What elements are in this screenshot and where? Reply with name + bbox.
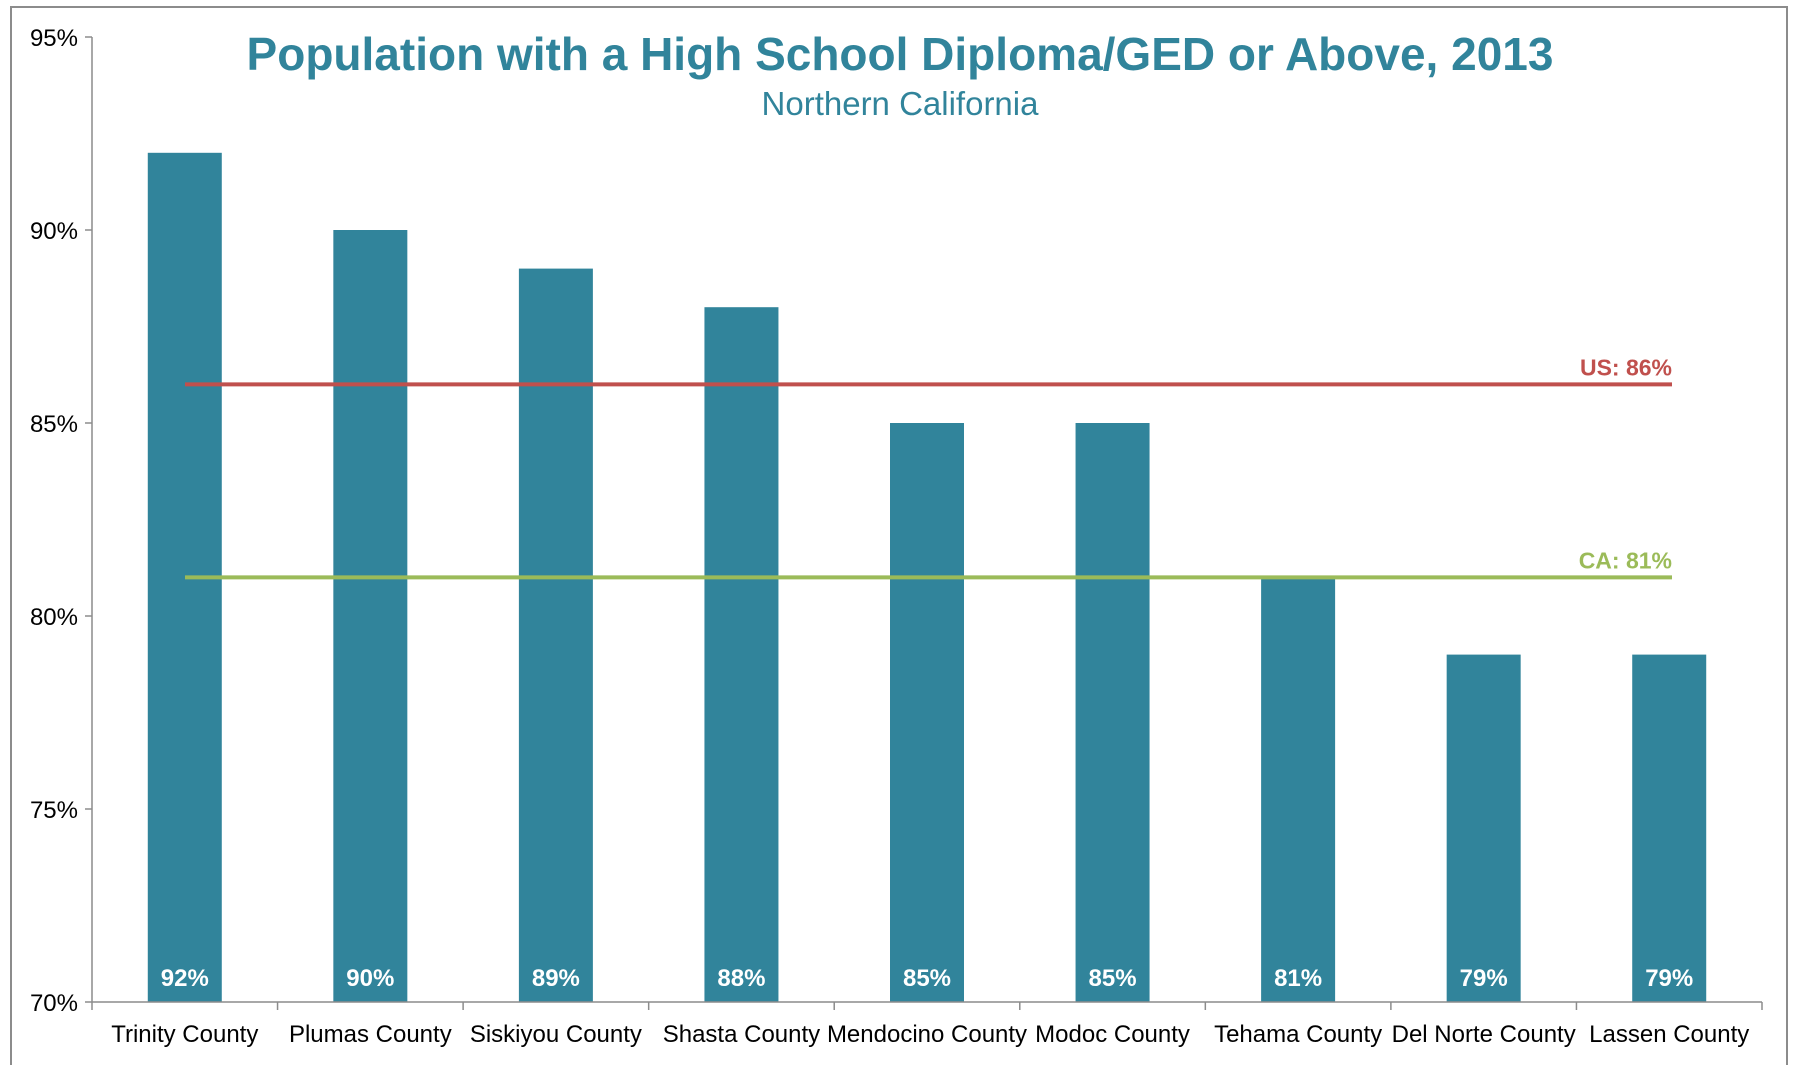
x-tick-label-3: Shasta County <box>663 1021 820 1048</box>
x-tick-label-5: Modoc County <box>1035 1021 1190 1048</box>
chart-subtitle: Northern California <box>762 85 1040 122</box>
y-tick-label-2: 80% <box>30 604 78 631</box>
axes-group: Trinity County Plumas County Siskiyou Coun… <box>30 25 1763 1048</box>
bar-4 <box>890 423 964 1002</box>
chart-frame <box>10 6 1788 1065</box>
bar-5 <box>1075 423 1150 1002</box>
reference-label-0: US: 86% <box>1580 354 1672 380</box>
y-tick-label-3: 85% <box>30 411 78 438</box>
y-tick-label-0: 70% <box>30 990 78 1017</box>
reference-lines-group: US: 86% CA: 81% <box>185 354 1672 580</box>
bars-group: 92% 90% 89% 88% 85% 85% 81% 79% 79% <box>147 152 1707 1003</box>
bar-7 <box>1446 654 1521 1002</box>
bar-3 <box>704 307 779 1002</box>
x-tick-label-6: Tehama County <box>1214 1021 1382 1048</box>
bar-2 <box>518 268 593 1003</box>
x-tick-label-1: Plumas County <box>289 1021 452 1048</box>
x-tick-label-7: Del Norte County <box>1392 1021 1576 1048</box>
bar-1 <box>333 230 408 1002</box>
data-label-3: 88% <box>717 965 765 992</box>
data-label-0: 92% <box>161 965 209 992</box>
reference-label-1: CA: 81% <box>1579 547 1672 573</box>
data-label-5: 85% <box>1089 965 1137 992</box>
x-tick-label-8: Lassen County <box>1589 1021 1749 1048</box>
data-label-2: 89% <box>532 965 580 992</box>
y-tick-label-5: 95% <box>30 25 78 52</box>
bar-6 <box>1261 577 1336 1002</box>
chart-title: Population with a High School Diploma/GE… <box>247 28 1554 80</box>
data-label-1: 90% <box>346 965 394 992</box>
data-label-8: 79% <box>1645 965 1693 992</box>
y-tick-label-4: 90% <box>30 218 78 245</box>
bar-8 <box>1632 654 1707 1002</box>
data-label-6: 81% <box>1274 965 1322 992</box>
y-tick-label-1: 75% <box>30 797 78 824</box>
x-tick-label-2: Siskiyou County <box>470 1021 642 1048</box>
x-tick-label-0: Trinity County <box>111 1021 258 1048</box>
data-label-7: 79% <box>1460 965 1508 992</box>
data-label-4: 85% <box>903 965 951 992</box>
x-tick-label-4: Mendocino County <box>827 1021 1027 1048</box>
